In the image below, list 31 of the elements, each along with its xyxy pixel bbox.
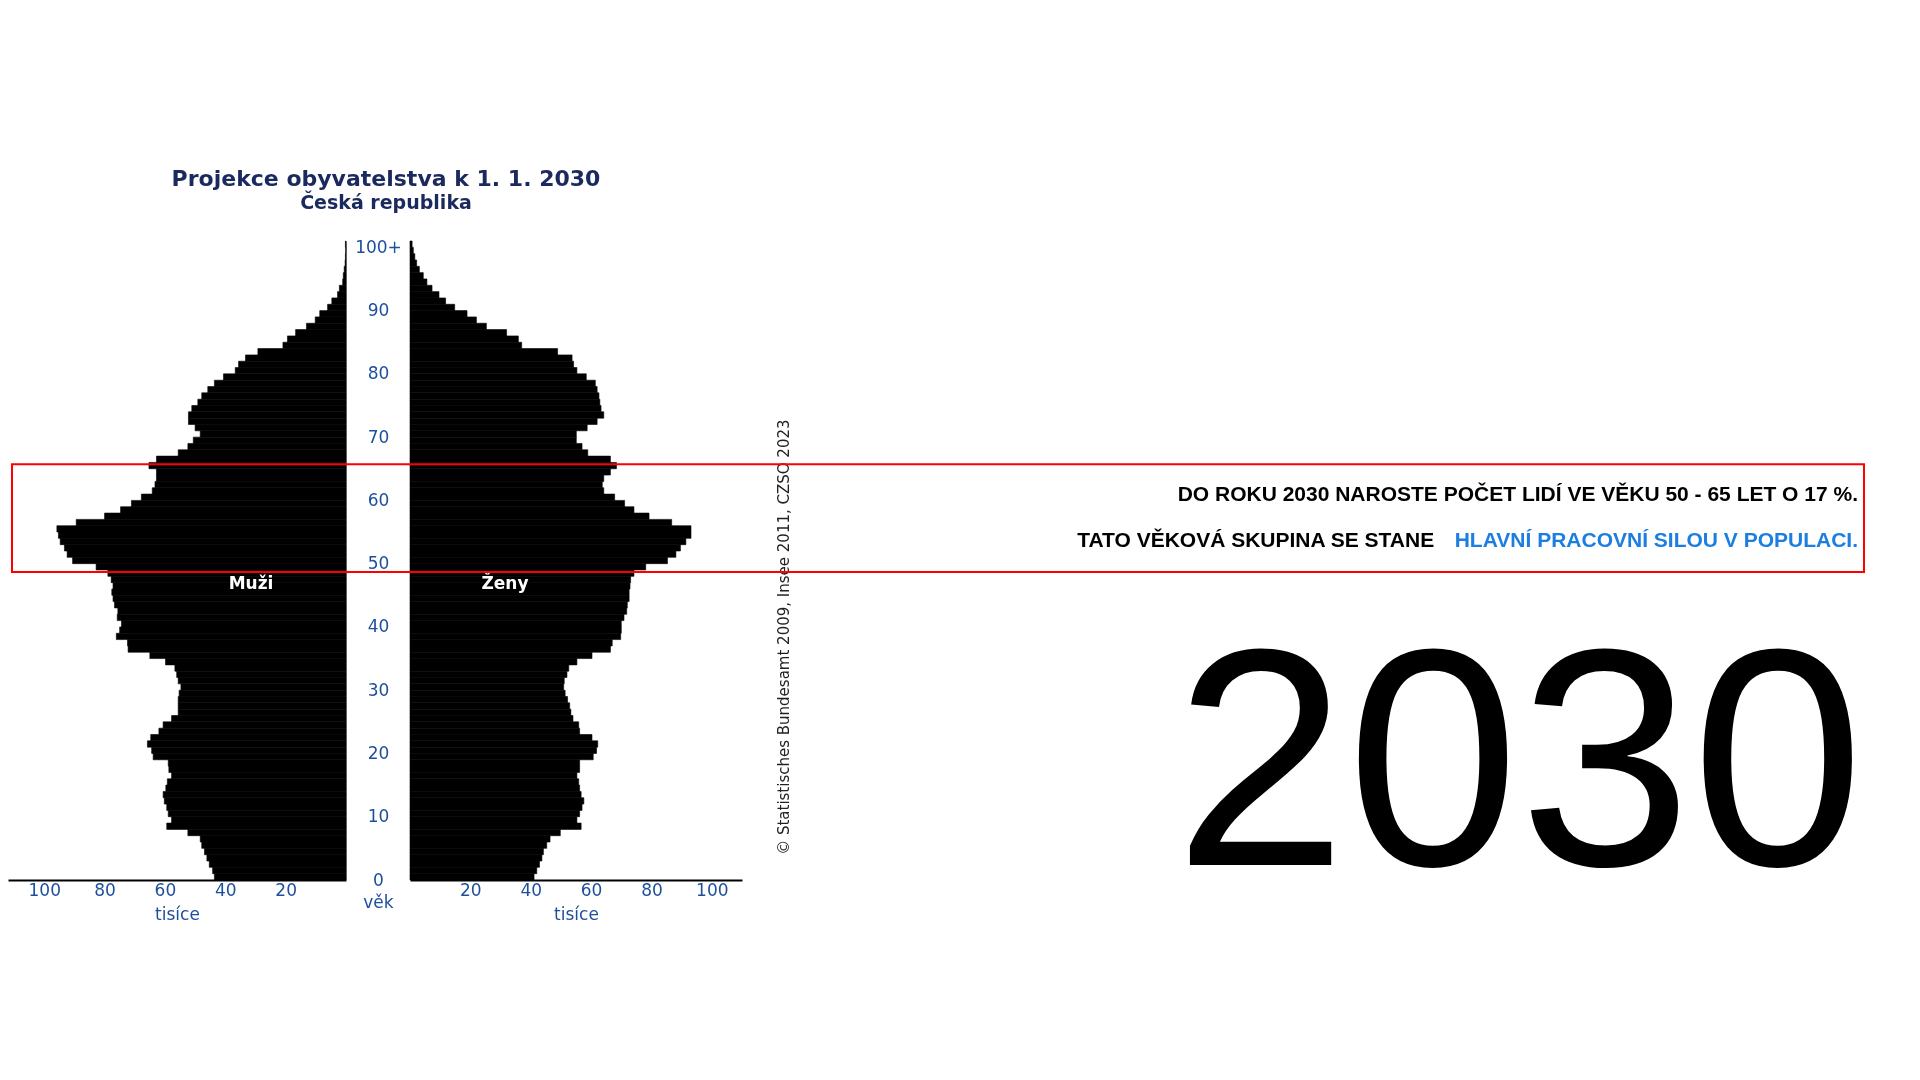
text: DO ROKU 2030 NAROSTE POČET LIDÍ VE VĚKU 50 - 65 LET O 17 %. (1177, 482, 1858, 505)
y-tick-label: 50 (367, 553, 390, 574)
y-tick-label: 60 (367, 489, 390, 510)
series-label: Ženy (481, 571, 529, 593)
x-tick-label: 100 (696, 879, 729, 900)
x-axis-title: tisíce (554, 903, 599, 924)
x-tick-label: 40 (520, 879, 543, 900)
y-tick-label: 90 (367, 300, 390, 321)
x-axis-title: tisíce (155, 903, 200, 924)
y-tick-label: 70 (367, 426, 390, 447)
y-tick-label: 10 (367, 806, 390, 827)
y-tick-label: 100+ (355, 236, 402, 257)
x-tick-label: 20 (275, 879, 297, 900)
y-tick-label: 30 (367, 679, 390, 700)
x-tick-label: 80 (641, 879, 663, 900)
y-axis-title: věk (363, 891, 394, 912)
x-tick-label: 20 (460, 879, 482, 900)
text: 2030 (1174, 584, 1864, 931)
x-tick-label: 60 (154, 879, 177, 900)
text: TATO VĚKOVÁ SKUPINA SE STANE (1077, 528, 1435, 551)
y-tick-label: 40 (367, 616, 390, 637)
y-tick-label: 0 (373, 869, 384, 890)
x-tick-label: 40 (214, 879, 237, 900)
x-tick-label: 60 (580, 879, 603, 900)
x-tick-label: 100 (28, 879, 61, 900)
y-tick-label: 80 (367, 363, 390, 384)
series-label: Muži (228, 572, 274, 593)
y-tick-label: 20 (367, 742, 390, 763)
text: Česká republika (300, 190, 472, 214)
text: HLAVNÍ PRACOVNÍ SILOU V POPULACI. (1454, 528, 1858, 551)
x-tick-label: 80 (94, 879, 116, 900)
